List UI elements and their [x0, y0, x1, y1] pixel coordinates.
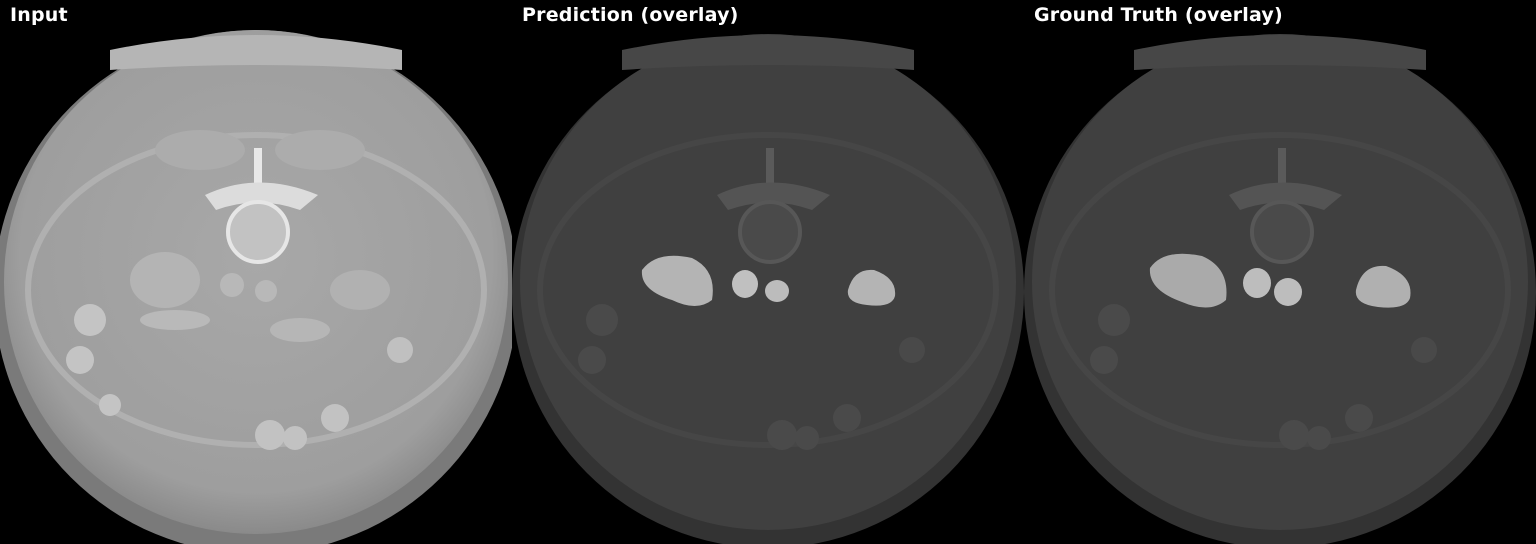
prediction-mask-right-kidney — [847, 269, 896, 306]
ground-truth-mask-right-kidney — [1355, 265, 1411, 308]
input-panel: Input — [0, 0, 512, 544]
prediction-panel-title: Prediction (overlay) — [522, 4, 739, 26]
prediction-ct-image — [512, 34, 1024, 544]
ground-truth-panel: Ground Truth (overlay) — [1024, 0, 1536, 544]
ground-truth-mask-aorta — [1243, 268, 1271, 298]
prediction-panel: Prediction (overlay) — [512, 0, 1024, 544]
prediction-mask-left-kidney — [641, 255, 713, 306]
input-ct-image — [0, 30, 512, 544]
ground-truth-ct-image — [1024, 34, 1536, 544]
input-panel-title: Input — [10, 4, 68, 26]
prediction-mask-vena-cava — [765, 280, 789, 302]
prediction-mask-aorta — [732, 270, 758, 298]
ground-truth-mask-vena-cava — [1274, 278, 1302, 306]
ground-truth-mask-left-kidney — [1149, 253, 1227, 308]
ground-truth-panel-title: Ground Truth (overlay) — [1034, 4, 1283, 26]
